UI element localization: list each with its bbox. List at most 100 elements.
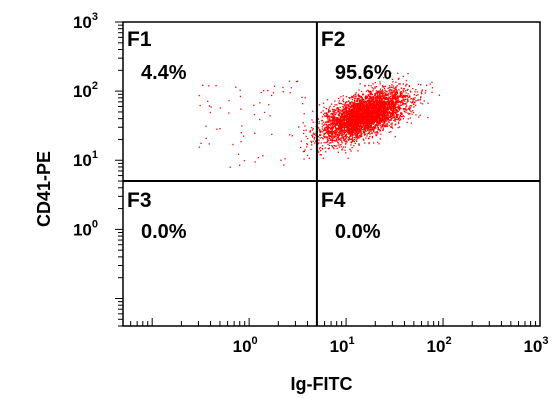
event-dot [391,89,393,91]
event-dot [309,130,311,132]
event-dot [332,119,334,121]
event-dot [379,104,381,106]
event-dot [319,130,321,132]
event-dot [403,115,405,118]
event-dot [334,132,336,135]
event-dot [377,96,379,98]
event-dot [375,102,377,104]
event-dot [327,124,329,126]
event-dot [379,107,381,109]
event-dot [353,145,355,147]
event-dot [378,91,380,93]
event-dot [350,110,353,112]
event-dot [370,122,372,124]
event-dot [357,105,360,107]
event-dot [382,102,384,104]
event-dot [359,130,361,132]
event-dot [347,119,349,121]
event-dot [354,123,356,125]
event-dot [337,139,339,141]
event-dot [371,127,373,129]
event-dot [351,121,353,123]
event-dot [352,122,354,125]
event-dot [360,96,362,98]
event-dot [351,133,353,135]
event-dot [368,94,370,96]
event-dot [367,119,369,122]
event-dot [371,99,374,102]
event-dot [403,108,405,110]
event-dot [386,97,389,99]
event-dot [343,138,345,140]
event-dot [382,93,385,95]
event-dot [368,138,370,140]
event-dot [374,111,377,114]
event-dot [368,106,370,108]
event-dot [327,116,330,118]
event-dot [397,97,399,99]
event-dot [351,138,353,140]
event-dot [352,113,354,116]
event-dot [350,141,353,143]
event-dot [322,110,324,112]
event-dot [379,138,381,140]
event-dot [305,135,307,138]
event-dot [336,132,338,134]
event-dot [364,85,366,87]
event-dot [351,114,354,117]
event-dot [396,92,398,94]
event-dot [354,107,357,109]
event-dot [372,123,374,125]
event-dot [343,109,345,111]
event-dot [395,86,397,88]
event-dot [362,112,364,114]
event-dot [412,87,414,90]
event-dot [385,96,387,98]
event-dot [312,135,314,137]
event-dot [429,83,431,85]
event-dot [329,124,331,126]
event-dot [379,106,381,108]
event-dot [342,106,345,108]
event-dot [329,127,331,129]
event-dot [380,118,383,120]
event-dot [418,116,420,118]
event-dot [331,145,333,147]
event-dot [374,87,376,89]
event-dot [338,114,341,116]
event-dot [319,134,321,136]
event-dot [391,114,394,117]
event-dot [378,117,380,119]
event-dot [346,111,349,113]
event-dot [372,83,374,85]
event-dot [338,97,340,100]
event-dot [379,125,382,127]
event-dot [365,106,367,108]
event-dot [356,125,358,128]
event-dot [384,85,387,87]
event-dot [393,119,395,122]
event-dot [353,99,356,101]
event-dot [377,109,379,111]
event-dot [326,99,329,101]
event-dot [401,92,403,94]
event-dot [396,116,398,118]
event-dot [345,141,347,143]
event-dot [356,129,358,131]
event-dot [398,77,400,79]
event-dot [394,105,396,107]
event-dot [421,93,423,95]
event-dot [396,118,398,120]
event-dot [376,90,378,92]
event-dot [328,135,330,137]
event-dot [385,90,387,92]
event-dot [404,98,406,101]
event-dot [391,124,393,126]
event-dot [373,95,376,97]
event-dot [339,131,341,133]
event-dot [375,98,377,100]
event-dot [370,102,372,105]
event-dot [339,106,341,109]
event-dot [406,95,408,97]
event-dot [310,141,313,144]
